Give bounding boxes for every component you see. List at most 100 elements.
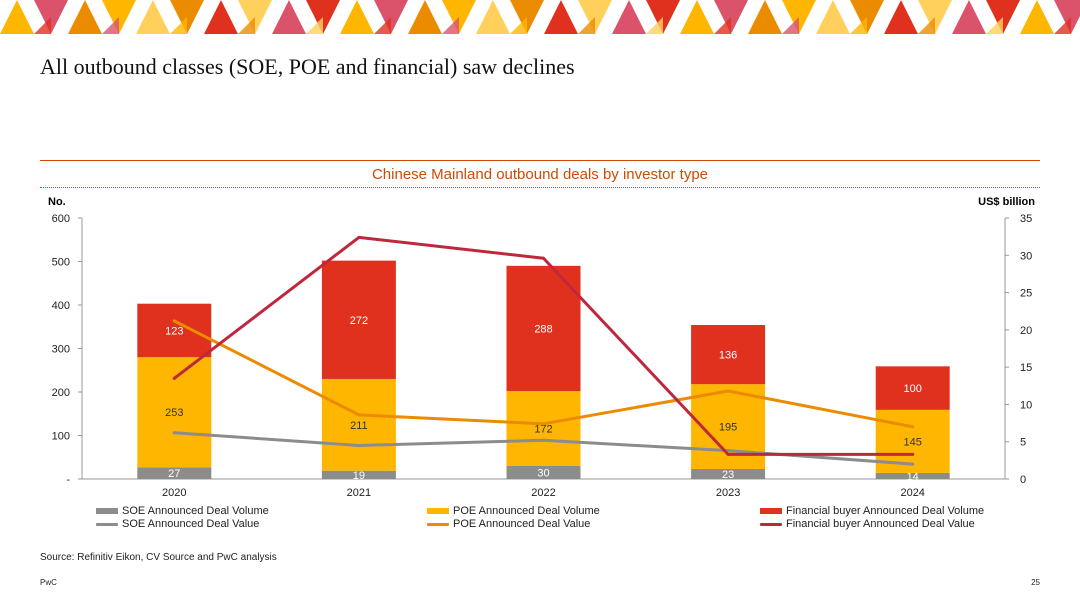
bar-data-label: 14	[907, 471, 919, 483]
banner-triangle	[136, 0, 170, 34]
line-point	[172, 431, 176, 435]
footer-brand: PwC	[40, 578, 57, 587]
bar-segment	[137, 303, 212, 358]
banner-triangle	[340, 0, 374, 34]
left-axis-tick-label: -	[66, 474, 70, 486]
bar-segment	[137, 467, 212, 479]
right-axis-tick-label: 5	[1020, 437, 1026, 449]
bar-data-label: 100	[904, 383, 922, 395]
bar-data-label: 172	[534, 424, 552, 436]
banner-triangle	[816, 0, 850, 34]
left-axis-tick-label: 400	[52, 300, 70, 312]
right-axis-tick-label: 10	[1020, 399, 1032, 411]
banner-triangle	[68, 0, 102, 34]
line-point	[172, 376, 176, 380]
bar-segment	[691, 325, 766, 385]
banner-triangle	[850, 17, 867, 34]
banner-triangle	[510, 17, 527, 34]
banner-triangle	[102, 17, 119, 34]
banner-triangle	[408, 0, 442, 34]
banner-triangle	[782, 17, 799, 34]
banner-triangle	[272, 0, 306, 34]
legend-swatch	[427, 508, 449, 514]
line-point	[911, 425, 915, 429]
bar-data-label: 19	[353, 470, 365, 482]
left-axis-tick-label: 600	[52, 213, 70, 225]
banner-triangle	[476, 0, 510, 34]
x-axis-tick-label: 2024	[900, 487, 924, 499]
line-point	[357, 235, 361, 239]
banner-triangle	[952, 0, 986, 34]
line-point	[726, 452, 730, 456]
bar-data-label: 253	[165, 407, 183, 419]
legend-swatch	[760, 508, 782, 514]
right-axis-tick-label: 20	[1020, 325, 1032, 337]
line-point	[542, 438, 545, 442]
right-axis-tick-label: 30	[1020, 250, 1032, 262]
x-axis-tick-label: 2021	[347, 487, 371, 499]
banner-triangle	[748, 0, 782, 34]
banner-triangle	[238, 17, 255, 34]
bar-segment	[875, 366, 950, 410]
bar-segment	[506, 265, 581, 392]
line-point	[911, 452, 915, 456]
bar-data-label: 272	[350, 315, 368, 327]
legend-swatch	[96, 522, 118, 526]
source-note: Source: Refinitiv Eikon, CV Source and P…	[40, 552, 277, 563]
line-point	[172, 319, 176, 323]
banner-triangle	[0, 0, 34, 34]
left-axis-title: No.	[48, 196, 66, 208]
banner-triangle	[306, 17, 323, 34]
legend-swatch	[427, 522, 449, 526]
line-point	[911, 462, 915, 466]
banner-triangle	[714, 17, 731, 34]
legend-label: Financial buyer Announced Deal Volume	[786, 505, 985, 517]
banner-triangle	[612, 0, 646, 34]
x-axis-tick-label: 2020	[162, 487, 186, 499]
banner-triangle	[1020, 0, 1054, 34]
banner-triangle	[578, 17, 595, 34]
legend-soe-value: SOE Announced Deal Value	[96, 518, 259, 530]
bar-data-label: 27	[168, 468, 180, 480]
right-axis-tick-label: 25	[1020, 288, 1032, 300]
banner-triangle	[544, 0, 578, 34]
legend-label: SOE Announced Deal Volume	[122, 505, 269, 517]
line-point	[357, 443, 361, 447]
bar-segment	[137, 357, 212, 468]
bar-data-label: 30	[537, 467, 549, 479]
legend-swatch	[760, 522, 782, 526]
bar-data-label: 136	[719, 350, 737, 362]
legend-label: SOE Announced Deal Value	[122, 518, 260, 530]
banner-triangle	[34, 17, 51, 34]
bar-data-label: 145	[904, 436, 922, 448]
banner-triangle	[1054, 0, 1080, 34]
line-point	[542, 256, 545, 260]
banner-triangle	[884, 0, 918, 34]
bar-segment	[321, 470, 396, 479]
right-axis-title: US$ billion	[978, 196, 1035, 208]
left-axis-tick-label: 300	[52, 344, 70, 356]
legend-label: POE Announced Deal Volume	[453, 505, 600, 517]
bar-data-label: 23	[722, 469, 734, 481]
legend-soe-volume: SOE Announced Deal Volume	[96, 505, 269, 517]
right-axis-tick-label: 35	[1020, 213, 1032, 225]
banner-triangle	[1054, 17, 1071, 34]
banner-triangle	[680, 0, 714, 34]
legend-label: POE Announced Deal Value	[453, 518, 591, 530]
left-axis-tick-label: 200	[52, 387, 70, 399]
bar-segment	[321, 260, 396, 379]
chart-title: Chinese Mainland outbound deals by inves…	[371, 166, 709, 183]
bar-data-label: 211	[350, 420, 368, 432]
right-axis-tick-label: 15	[1020, 362, 1032, 374]
legend-poe-value: POE Announced Deal Value	[427, 518, 590, 530]
page-number: 25	[1031, 578, 1040, 587]
x-axis-tick-label: 2023	[716, 487, 740, 499]
decorative-banner	[0, 0, 1080, 34]
x-axis-tick-label: 2022	[531, 487, 555, 499]
line-point	[726, 389, 730, 393]
legend-financial-value: Financial buyer Announced Deal Value	[760, 518, 975, 530]
banner-triangle	[374, 17, 391, 34]
bar-segment	[506, 391, 581, 466]
bar-data-label: 195	[719, 422, 737, 434]
